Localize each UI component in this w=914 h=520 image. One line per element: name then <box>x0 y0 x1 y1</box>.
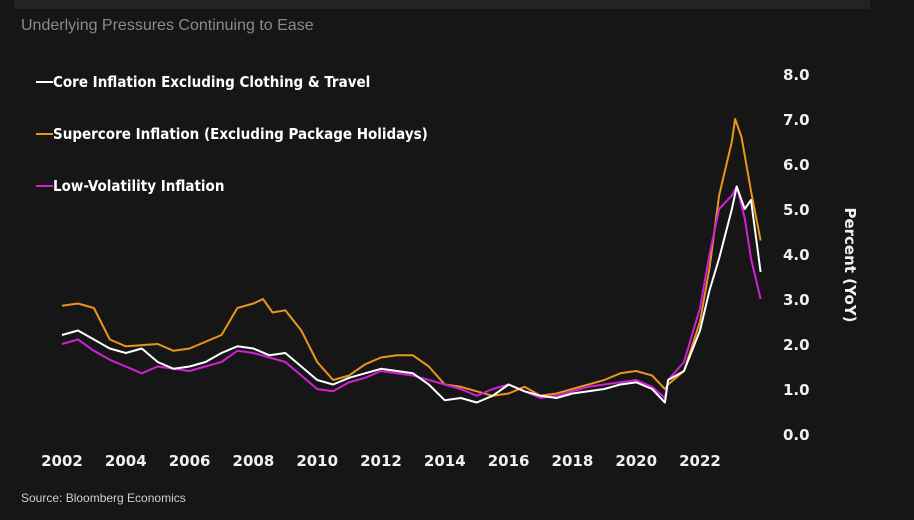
y-tick-label: 4.0 <box>783 246 810 264</box>
y-tick-label: 2.0 <box>783 336 810 354</box>
x-tick-label: 2014 <box>424 452 466 470</box>
y-tick-label: 5.0 <box>783 201 810 219</box>
legend-label: Core Inflation Excluding Clothing & Trav… <box>53 73 370 91</box>
x-tick-label: 2018 <box>552 452 594 470</box>
series-line-1 <box>61 118 762 397</box>
chart-title: Underlying Pressures Continuing to Ease <box>21 17 314 34</box>
x-tick-label: 2022 <box>679 452 721 470</box>
y-tick-label: 7.0 <box>783 111 810 129</box>
y-tick-label: 8.0 <box>783 66 810 84</box>
top-bar <box>14 0 870 9</box>
x-tick-label: 2002 <box>41 452 83 470</box>
x-tick-label: 2008 <box>233 452 275 470</box>
series-line-0 <box>61 185 762 404</box>
y-tick-label: 3.0 <box>783 291 810 309</box>
legend-label: Supercore Inflation (Excluding Package H… <box>53 125 428 143</box>
x-tick-label: 2006 <box>169 452 211 470</box>
legend-label: Low-Volatility Inflation <box>53 177 224 195</box>
source-note: Source: Bloomberg Economics <box>21 491 186 505</box>
x-tick-label: 2016 <box>488 452 530 470</box>
y-axis-label: Percent (YoY) <box>841 207 859 322</box>
x-tick-label: 2020 <box>615 452 657 470</box>
y-tick-label: 0.0 <box>783 426 810 444</box>
x-tick-label: 2004 <box>105 452 147 470</box>
y-tick-label: 1.0 <box>783 381 810 399</box>
series-line-2 <box>61 185 762 399</box>
x-tick-label: 2010 <box>296 452 338 470</box>
x-tick-label: 2012 <box>360 452 402 470</box>
y-tick-label: 6.0 <box>783 156 810 174</box>
